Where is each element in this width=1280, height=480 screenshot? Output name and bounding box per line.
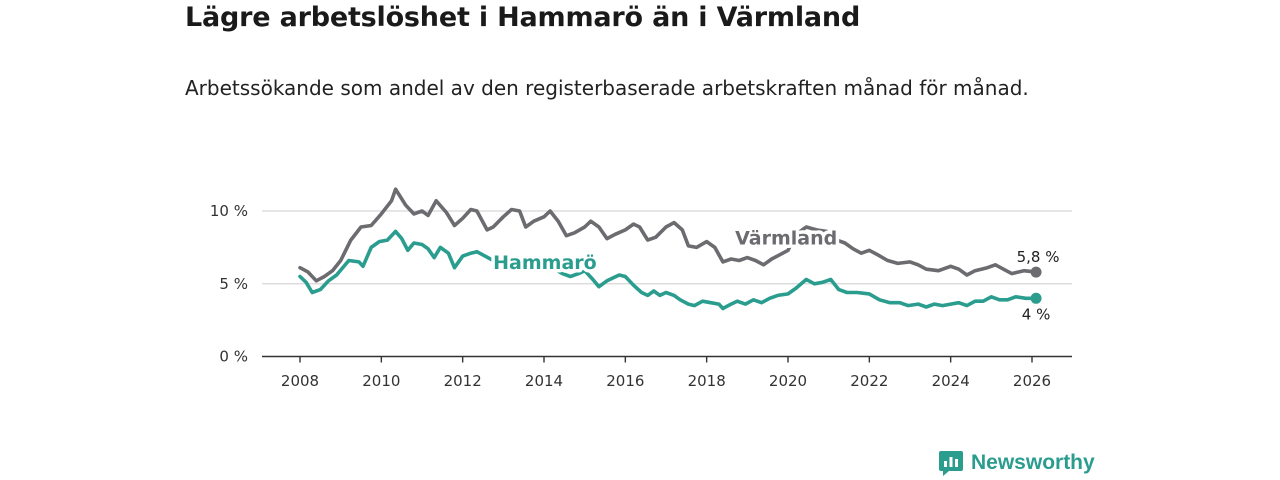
chart-subtitle: Arbetssökande som andel av den registerb… bbox=[185, 76, 1029, 100]
series-lines bbox=[298, 187, 1042, 311]
y-tick-label: 5 % bbox=[219, 275, 248, 293]
series-label-varmland: Värmland bbox=[735, 227, 837, 249]
x-tick-label: 2020 bbox=[769, 372, 807, 390]
x-tick-label: 2012 bbox=[444, 372, 482, 390]
x-tick-label: 2026 bbox=[1013, 372, 1051, 390]
newsworthy-brand[interactable]: Newsworthy bbox=[938, 449, 1095, 477]
series-end-marker bbox=[1030, 266, 1042, 278]
series-end-marker bbox=[1030, 292, 1042, 304]
y-tick-label: 0 % bbox=[219, 348, 248, 366]
x-tick-label: 2022 bbox=[850, 372, 888, 390]
x-tick-label: 2010 bbox=[362, 372, 400, 390]
newsworthy-logo-icon bbox=[939, 451, 963, 476]
end-value-label-varmland: 5,8 % bbox=[1017, 248, 1060, 266]
y-tick-label: 10 % bbox=[210, 202, 248, 220]
series-line-hammaro bbox=[298, 229, 1038, 311]
x-tick-label: 2024 bbox=[932, 372, 970, 390]
series-line-varmland bbox=[298, 187, 1038, 283]
gridlines bbox=[262, 210, 1072, 285]
chart-title: Lägre arbetslöshet i Hammarö än i Värmla… bbox=[185, 2, 861, 33]
x-tick-label: 2014 bbox=[525, 372, 563, 390]
series-label-hammaro: Hammarö bbox=[493, 252, 597, 274]
end-value-label-hammaro: 4 % bbox=[1022, 305, 1051, 323]
x-tick-label: 2018 bbox=[688, 372, 726, 390]
axes: 0 % 5 % 10 % 2008 2010 2012 2014 2016 2018 2020 20… bbox=[210, 202, 1072, 390]
series-labels: Värmland Hammarö 5,8 % 4 % bbox=[490, 224, 1060, 323]
brand-name: Newsworthy bbox=[971, 451, 1095, 474]
x-tick-label: 2016 bbox=[606, 372, 644, 390]
x-tick-label: 2008 bbox=[281, 372, 319, 390]
